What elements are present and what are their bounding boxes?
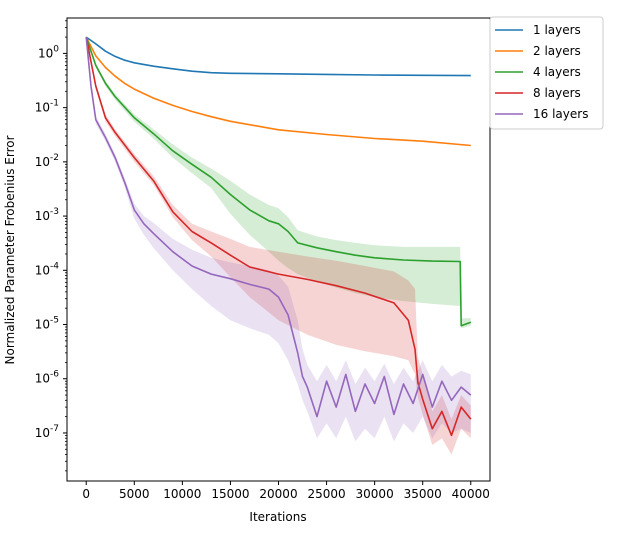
line-series-3	[85, 36, 472, 327]
legend-label: 2 layers	[533, 44, 581, 58]
plot-background	[67, 18, 490, 481]
y-tick-label: 10-1	[35, 99, 59, 115]
line-series-2	[85, 36, 471, 147]
y-tick-label: 10-4	[35, 261, 60, 277]
series-lines	[85, 36, 472, 437]
x-tick-label: 0	[82, 487, 90, 501]
legend: 1 layers 2 layers 4 layers 8 layers 16 layer…	[489, 16, 604, 130]
line-series-5	[85, 37, 472, 418]
x-tick-label: 25000	[307, 487, 345, 501]
y-tick-label: 10-2	[35, 153, 59, 169]
legend-box	[489, 16, 604, 130]
x-tick-label: 5000	[119, 487, 150, 501]
x-tick-label: 35000	[404, 487, 442, 501]
x-tick-label: 30000	[356, 487, 394, 501]
y-axis-ticks: 10-7 10-6 10-5 10-4 10-3 10-2 10-1 100	[35, 20, 67, 472]
band-series-3	[86, 35, 471, 329]
line-series-4	[85, 36, 472, 437]
y-tick-label: 10-7	[35, 424, 59, 440]
x-tick-label: 20000	[259, 487, 297, 501]
x-tick-label: 40000	[452, 487, 490, 501]
x-tick-label: 15000	[211, 487, 249, 501]
y-tick-label: 10-5	[35, 316, 59, 332]
y-tick-label: 100	[38, 44, 59, 60]
x-axis-label: Iterations	[249, 510, 306, 524]
legend-label: 1 layers	[533, 23, 581, 37]
x-axis-ticks: 0 5000 10000 15000 20000 25000 30000 35000 40000	[82, 481, 490, 501]
y-tick-label: 10-6	[35, 370, 60, 386]
legend-label: 16 layers	[533, 107, 588, 121]
y-axis-label: Normalized Parameter Frobenius Error	[3, 135, 17, 364]
y-tick-label: 10-3	[35, 207, 59, 223]
line-series-1	[85, 36, 471, 77]
confidence-bands	[86, 35, 471, 455]
legend-label: 4 layers	[533, 65, 581, 79]
band-series-4	[86, 35, 471, 455]
x-tick-label: 10000	[163, 487, 201, 501]
band-series-5	[86, 35, 471, 442]
legend-label: 8 layers	[533, 86, 581, 100]
